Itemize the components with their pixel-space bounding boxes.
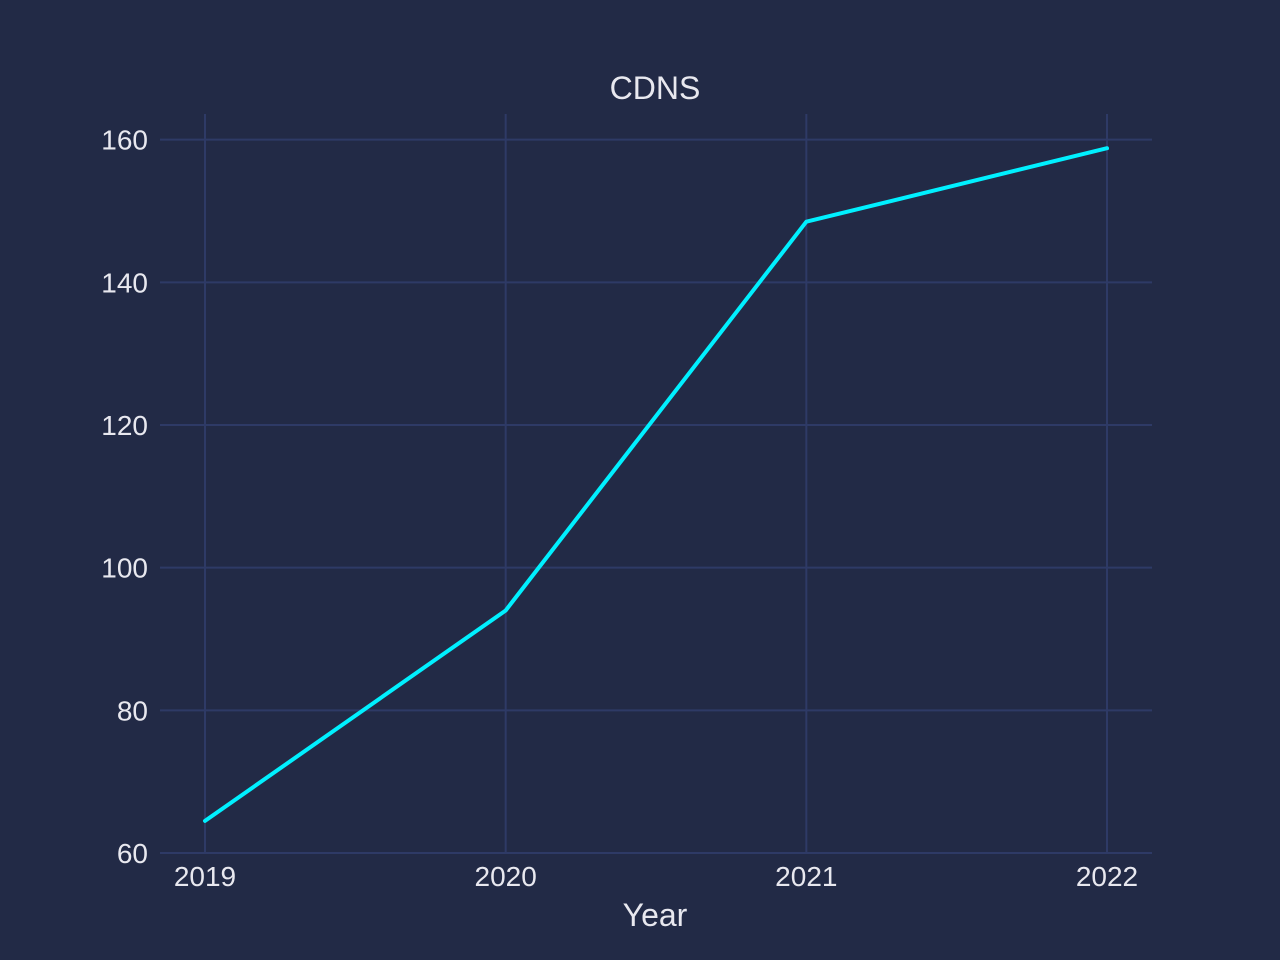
- y-tick-label: 100: [101, 553, 148, 584]
- y-gridlines: [160, 138, 1152, 854]
- series-layer: [203, 146, 1109, 823]
- x-tick-label: 2020: [475, 861, 537, 892]
- chart-title: CDNS: [610, 70, 701, 106]
- y-tick-label: 60: [117, 838, 148, 869]
- y-tick-label: 80: [117, 695, 148, 726]
- x-tick-label: 2021: [775, 861, 837, 892]
- x-gridlines: [204, 114, 1108, 853]
- x-axis-title: Year: [623, 897, 688, 933]
- y-tick-label: 120: [101, 410, 148, 441]
- x-tick-label: 2022: [1076, 861, 1138, 892]
- y-tick-labels: 60 80 100 120 140 160: [101, 125, 148, 869]
- x-tick-labels: 2019 2020 2021 2022: [174, 861, 1138, 892]
- series-line: [203, 146, 1109, 823]
- x-tick-label: 2019: [174, 861, 236, 892]
- y-tick-label: 160: [101, 125, 148, 156]
- y-tick-label: 140: [101, 267, 148, 298]
